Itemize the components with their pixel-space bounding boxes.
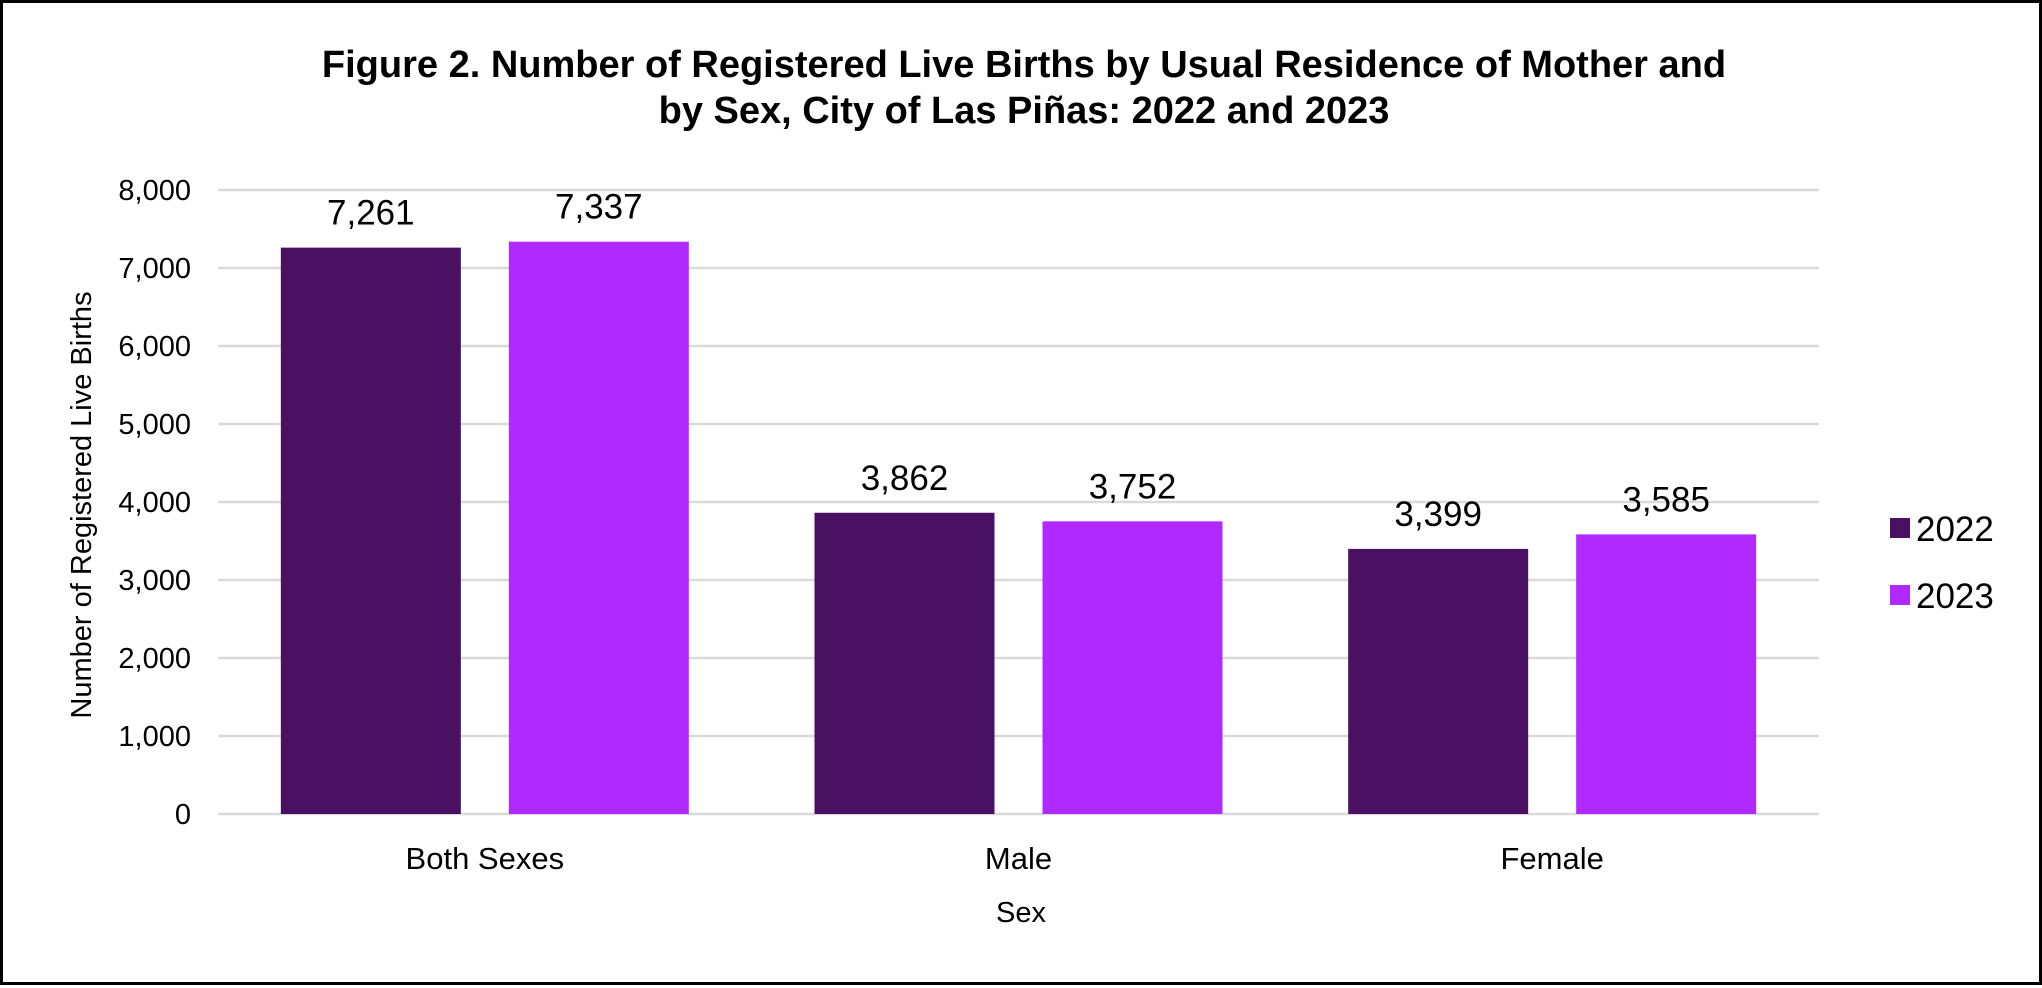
x-axis-categories: Both Sexes Male Female [406,841,1604,876]
bar-2023 [508,241,689,815]
y-tick-label: 8,000 [118,175,191,207]
x-axis-title: Sex [996,897,1046,929]
legend-label-2023: 2023 [1916,577,1994,616]
legend-label-2022: 2022 [1916,510,1994,549]
legend: 2022 2023 [1890,510,1994,616]
legend-swatch-2023 [1890,585,1910,605]
x-category-label: Female [1500,841,1603,876]
gridlines [218,188,1819,816]
data-label-2022: 3,399 [1394,495,1482,534]
bar-2022 [1348,548,1529,814]
data-labels: 7,261 7,337 3,862 3,752 3,399 3,585 [327,188,1710,534]
y-axis-ticks: 0 1,000 2,000 3,000 4,000 5,000 6,000 7,000 8,00… [118,175,191,831]
y-tick-label: 6,000 [118,331,191,363]
x-category-label: Male [985,841,1052,876]
y-tick-label: 3,000 [118,565,191,597]
bar-chart: Figure 2. Number of Registered Live Birt… [66,44,1994,929]
y-tick-label: 0 [175,799,191,831]
bar-2023 [1042,521,1223,814]
y-tick-label: 5,000 [118,409,191,441]
y-tick-label: 4,000 [118,487,191,519]
bar-2022 [280,247,461,815]
y-tick-label: 7,000 [118,253,191,285]
chart-title-line-1: Figure 2. Number of Registered Live Birt… [322,44,1726,86]
data-label-2022: 3,862 [861,459,949,498]
y-axis-title: Number of Registered Live Births [66,291,98,718]
y-tick-label: 2,000 [118,643,191,675]
data-label-2023: 3,585 [1622,480,1710,519]
data-label-2022: 7,261 [327,194,415,233]
x-category-label: Both Sexes [406,841,565,876]
bars [280,241,1757,815]
data-label-2023: 3,752 [1089,467,1177,506]
y-tick-label: 1,000 [118,721,191,753]
bar-2023 [1576,534,1757,814]
bar-2022 [814,512,995,814]
chart-title-line-2: by Sex, City of Las Piñas: 2022 and 2023 [659,90,1390,132]
legend-swatch-2022 [1890,518,1910,538]
data-label-2023: 7,337 [555,188,643,227]
